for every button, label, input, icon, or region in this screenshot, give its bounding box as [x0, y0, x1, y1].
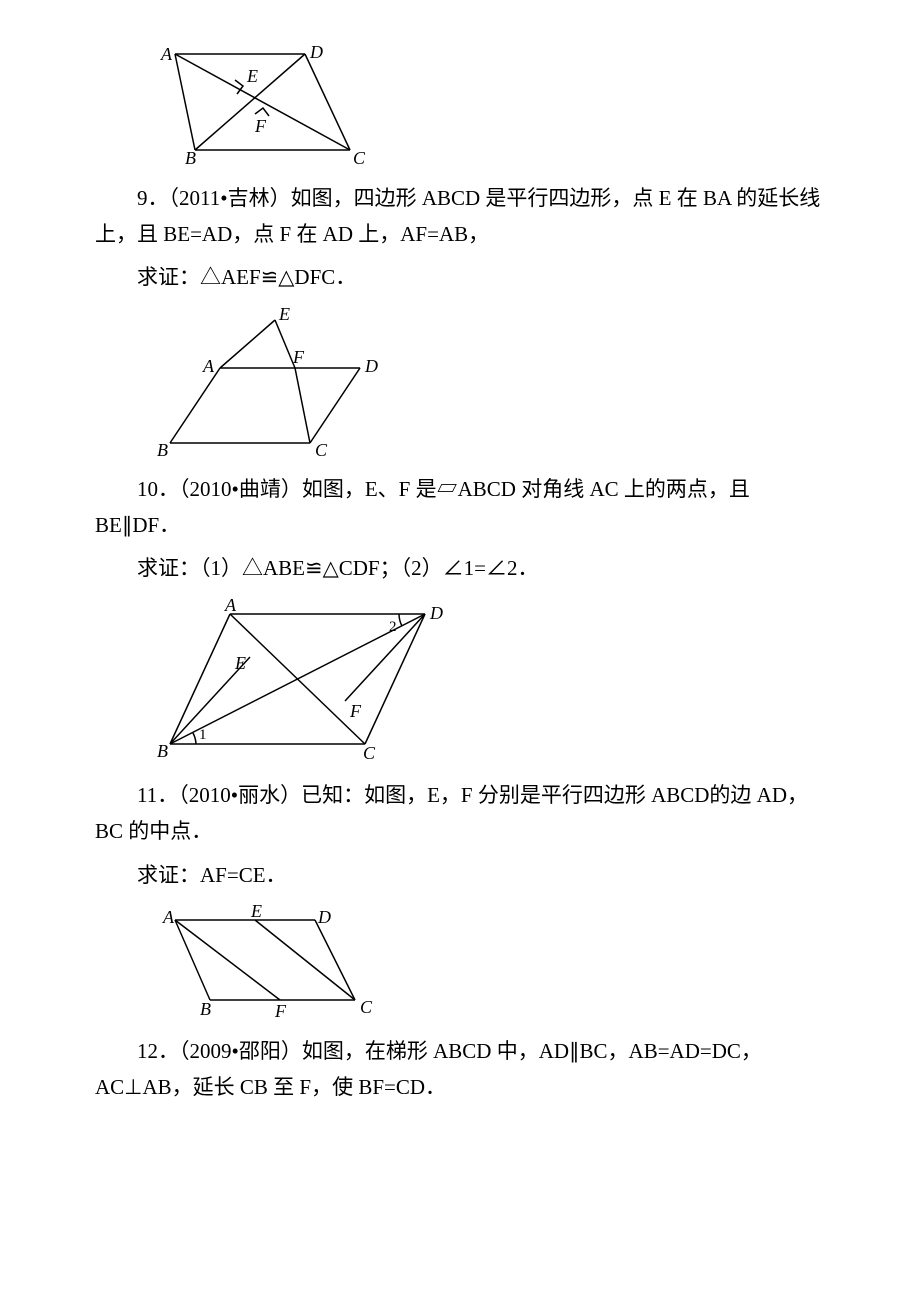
- svg-text:C: C: [315, 440, 328, 458]
- svg-text:E: E: [246, 66, 258, 86]
- figure-10: A D B C E F 1 2: [155, 599, 825, 764]
- svg-text:A: A: [224, 599, 237, 615]
- svg-text:E: E: [234, 653, 246, 673]
- geometry-diagram-9: E A F D B C: [155, 308, 385, 458]
- question-10-sub: 求证：（1）△ABE≌△CDF；（2）∠1=∠2．: [95, 551, 825, 587]
- svg-text:2: 2: [389, 619, 397, 635]
- question-12-text: 12．（2009•邵阳）如图，在梯形 ABCD 中，AD∥BC，AB=AD=DC…: [95, 1034, 825, 1105]
- svg-text:F: F: [274, 1001, 287, 1020]
- svg-text:E: E: [278, 308, 290, 324]
- svg-text:F: F: [254, 116, 267, 136]
- question-10-text: 10．（2010•曲靖）如图，E、F 是▱ABCD 对角线 AC 上的两点，且 …: [95, 472, 825, 543]
- svg-text:B: B: [157, 741, 168, 761]
- svg-text:E: E: [250, 905, 262, 921]
- question-9-text: 9．（2011•吉林）如图，四边形 ABCD 是平行四边形，点 E 在 BA 的…: [95, 181, 825, 252]
- svg-text:C: C: [353, 148, 365, 167]
- svg-text:F: F: [292, 347, 305, 367]
- svg-text:D: D: [364, 356, 378, 376]
- svg-text:D: D: [309, 42, 323, 62]
- svg-text:B: B: [200, 999, 211, 1019]
- figure-11: A E D B F C: [155, 905, 825, 1020]
- question-11-sub: 求证：AF=CE．: [95, 858, 825, 894]
- svg-text:A: A: [160, 44, 173, 64]
- svg-text:D: D: [429, 603, 443, 623]
- question-9-sub: 求证：△AEF≌△DFC．: [95, 260, 825, 296]
- svg-text:C: C: [363, 743, 376, 763]
- svg-text:1: 1: [199, 727, 207, 743]
- svg-text:A: A: [162, 907, 175, 927]
- geometry-diagram-10: A D B C E F 1 2: [155, 599, 445, 764]
- figure-8: A D B C E F: [155, 42, 825, 167]
- svg-text:B: B: [157, 440, 168, 458]
- svg-text:C: C: [360, 997, 373, 1017]
- svg-text:B: B: [185, 148, 196, 167]
- question-11-text: 11．（2010•丽水）已知：如图，E，F 分别是平行四边形 ABCD的边 AD…: [95, 778, 825, 849]
- svg-text:A: A: [202, 356, 215, 376]
- svg-text:D: D: [317, 907, 331, 927]
- figure-9: E A F D B C: [155, 308, 825, 458]
- svg-text:F: F: [349, 701, 362, 721]
- geometry-diagram-8: A D B C E F: [155, 42, 365, 167]
- geometry-diagram-11: A E D B F C: [155, 905, 375, 1020]
